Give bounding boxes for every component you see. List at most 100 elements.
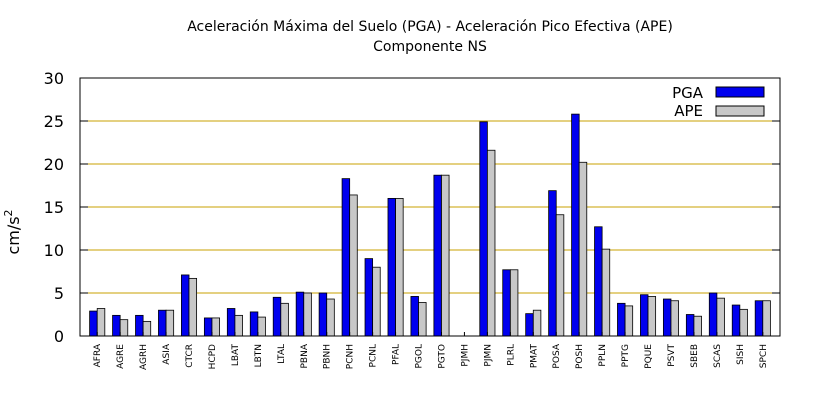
x-tick-label: CTCR xyxy=(185,344,195,368)
grid-lines xyxy=(80,120,780,294)
bar-pga xyxy=(594,226,603,337)
chart-subtitle: Componente NS xyxy=(373,39,487,55)
bar-ape xyxy=(762,300,771,337)
x-tick-label: ASIA xyxy=(162,343,172,365)
bar-ape xyxy=(142,320,152,337)
x-tick-label: PLRL xyxy=(506,344,516,366)
y-tick-label: 20 xyxy=(44,155,64,174)
x-tick-label: AGRE xyxy=(116,344,126,369)
legend-label-pga: PGA xyxy=(672,84,704,102)
bar-ape xyxy=(188,277,198,337)
bar-ape xyxy=(372,266,381,337)
bar-pga xyxy=(525,313,534,337)
bar-pga xyxy=(249,311,259,337)
bar-ape xyxy=(441,174,450,337)
bar-ape xyxy=(395,197,404,337)
bar-pga xyxy=(364,258,374,337)
x-tick-label: PBNA xyxy=(300,343,310,368)
bar-ape xyxy=(119,319,129,337)
bar-pga xyxy=(135,314,144,337)
x-tick-label: AFRA xyxy=(93,343,103,367)
y-tick-label: 0 xyxy=(54,327,64,346)
bar-ape xyxy=(739,308,748,337)
x-tick-label: POSA xyxy=(552,343,562,368)
bar-pga xyxy=(662,298,672,337)
y-tick-labels: 0 5 10 15 20 25 30 xyxy=(44,69,780,346)
bar-pga xyxy=(181,274,190,337)
legend-swatch-pga xyxy=(715,86,765,98)
x-tick-label: SBEB xyxy=(690,344,700,368)
bar-pga xyxy=(571,113,580,337)
bar-ape xyxy=(257,316,266,337)
x-tick-label: PQUE xyxy=(644,344,654,369)
bar-ape xyxy=(486,149,496,337)
x-tick-label: SPCH xyxy=(759,344,769,368)
legend: PGA APE xyxy=(672,84,765,120)
bar-ape xyxy=(165,309,175,337)
bar-ape xyxy=(670,300,679,337)
bar-pga xyxy=(685,314,695,337)
bar-pga xyxy=(295,291,305,337)
x-tick-label: PSVT xyxy=(667,344,677,367)
bar-ape xyxy=(555,214,565,337)
bar-ape xyxy=(211,317,220,337)
x-tick-label: LBTN xyxy=(254,344,264,367)
bar-pga xyxy=(387,197,396,337)
bar-pga xyxy=(341,178,351,337)
x-tick-label: SISH xyxy=(736,344,746,365)
x-tick-label: HCPD xyxy=(208,344,218,369)
bar-ape xyxy=(303,292,312,337)
x-tick-label: PCNL xyxy=(369,344,379,367)
bar-ape xyxy=(96,308,106,337)
y-axis-label: cm/s2 xyxy=(2,209,23,254)
bar-pga xyxy=(226,308,236,337)
x-tick-label: POSH xyxy=(575,344,585,369)
bar-pga xyxy=(617,302,626,337)
bar-ape xyxy=(624,305,634,337)
plot-frame xyxy=(79,77,781,337)
x-tick-label: PFAL xyxy=(392,344,402,365)
x-tick-label: PMAT xyxy=(529,344,539,369)
bar-pga xyxy=(112,314,121,337)
bar-pga xyxy=(410,296,419,337)
x-tick-label: PJMN xyxy=(483,344,493,367)
bar-ape xyxy=(280,302,289,337)
bar-ape xyxy=(418,302,427,337)
x-tick-label: PPTG xyxy=(621,344,631,367)
bar-pga xyxy=(731,304,741,337)
bar-ape xyxy=(693,315,702,337)
x-tick-label: PGTO xyxy=(437,344,447,369)
bar-pga xyxy=(754,300,764,337)
bar-ape xyxy=(647,296,657,337)
x-tick-label: PJMH xyxy=(460,344,470,367)
bar-ape xyxy=(234,314,243,337)
bar-ape xyxy=(326,298,335,337)
y-tick-label: 5 xyxy=(54,284,64,303)
bar-pga xyxy=(158,309,167,337)
bar-ape xyxy=(578,161,588,337)
y-tick-label: 15 xyxy=(44,198,64,217)
bar-pga xyxy=(272,296,282,337)
bar-pga xyxy=(640,294,649,337)
chart-title: Aceleración Máxima del Suelo (PGA) - Ace… xyxy=(187,19,673,35)
bar-pga xyxy=(318,292,328,337)
bar-ape xyxy=(349,194,358,337)
bar-pga xyxy=(548,190,557,337)
legend-swatch-ape xyxy=(715,105,765,117)
y-axis-label-exponent: 2 xyxy=(2,209,15,216)
y-axis-label-base: cm/s xyxy=(4,216,23,254)
bar-ape xyxy=(716,297,725,337)
bar-ape xyxy=(509,269,519,337)
bar-ape xyxy=(601,248,611,337)
y-tick-label: 30 xyxy=(44,69,64,88)
bars xyxy=(89,113,771,337)
bar-pga xyxy=(502,269,511,337)
x-tick-label: LBAT xyxy=(231,344,241,367)
bar-pga xyxy=(89,310,98,337)
x-tick-label: PPLN xyxy=(598,344,608,367)
y-tick-label: 25 xyxy=(44,112,64,131)
bar-ape xyxy=(532,309,542,337)
bar-pga xyxy=(203,317,213,337)
bar-pga xyxy=(433,174,442,337)
